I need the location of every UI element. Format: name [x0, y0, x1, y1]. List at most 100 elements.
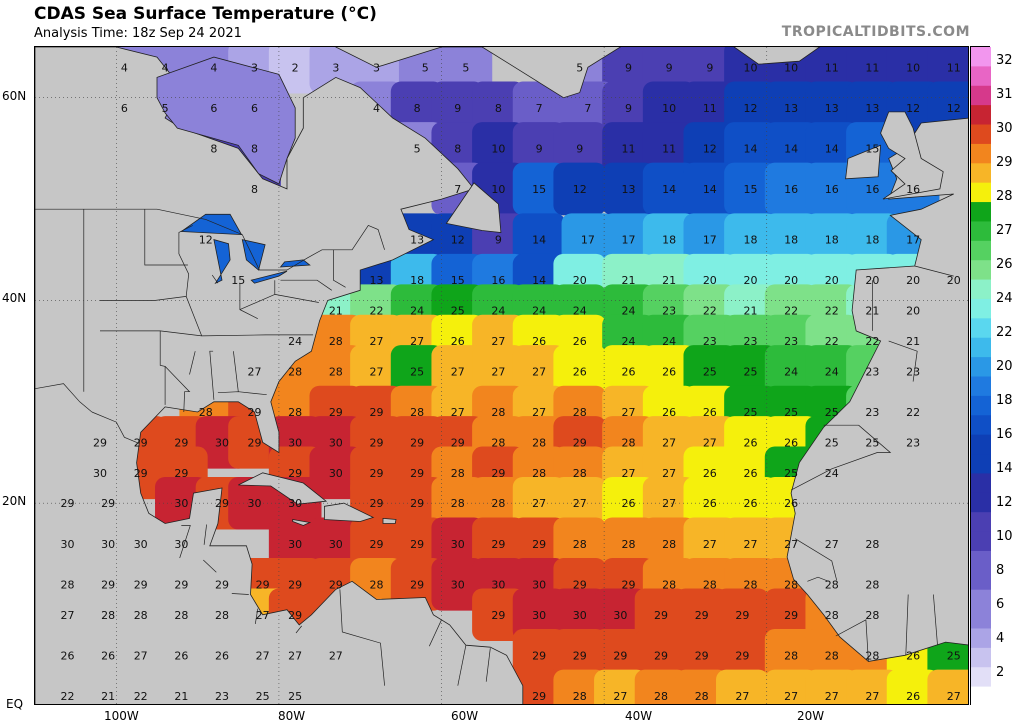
sst-value-label: 29: [573, 436, 587, 449]
sst-cell: [512, 517, 566, 571]
sst-value-label: 26: [451, 335, 465, 348]
sst-value-label: 23: [865, 406, 879, 419]
sst-value-label: 14: [662, 183, 676, 196]
legend-label: 28: [996, 189, 1013, 204]
sst-value-label: 8: [454, 142, 461, 155]
sst-cell: [431, 345, 485, 398]
sst-value-label: 30: [288, 436, 302, 449]
sst-value-label: 28: [369, 578, 383, 591]
sst-value-label: 8: [495, 102, 502, 115]
sst-value-label: 27: [825, 690, 839, 703]
sst-value-label: 30: [532, 578, 546, 591]
sst-value-label: 9: [495, 234, 502, 247]
sst-value-label: 28: [622, 538, 636, 551]
sst-value-label: 27: [947, 690, 961, 703]
sst-value-label: 27: [532, 497, 546, 510]
sst-value-label: 29: [288, 609, 302, 622]
legend-swatch: [971, 550, 991, 571]
sst-value-label: 20: [947, 274, 961, 287]
sst-value-label: 28: [61, 578, 75, 591]
sst-value-label: 24: [825, 467, 839, 480]
sst-value-label: 26: [61, 649, 75, 662]
sst-value-label: 28: [784, 578, 798, 591]
sst-value-label: 22: [825, 335, 839, 348]
sst-value-label: 28: [654, 690, 668, 703]
sst-value-label: 10: [743, 61, 757, 74]
sst-value-label: 26: [703, 467, 717, 480]
sst-cell: [309, 446, 363, 500]
lat-label-40n: 40N: [2, 291, 27, 305]
sst-value-label: 26: [622, 365, 636, 378]
sst-value-label: 25: [784, 406, 798, 419]
sst-value-label: 12: [906, 102, 920, 115]
sst-value-label: 29: [248, 406, 262, 419]
sst-value-label: 30: [61, 538, 75, 551]
sst-value-label: 18: [825, 234, 839, 247]
border-line: [274, 294, 319, 303]
sst-value-label: 11: [703, 102, 717, 115]
sst-cell: [724, 122, 777, 175]
sst-value-label: 26: [662, 365, 676, 378]
border-line: [790, 424, 892, 491]
sst-cell: [675, 669, 729, 704]
sst-value-label: 18: [784, 234, 798, 247]
border-line: [35, 383, 93, 413]
sst-value-label: 27: [703, 538, 717, 551]
sst-cell: [512, 629, 566, 682]
sst-value-label: 20: [573, 274, 587, 287]
sst-cell: [431, 558, 485, 611]
sst-value-label: 28: [451, 467, 465, 480]
border-line: [164, 366, 191, 413]
landmass: [292, 519, 312, 526]
sst-value-label: 9: [625, 102, 632, 115]
legend-label: 32: [996, 53, 1013, 68]
sst-cell: [642, 122, 696, 175]
sst-value-label: 28: [784, 649, 798, 662]
sst-cell: [602, 517, 655, 571]
sst-value-label: 27: [662, 436, 676, 449]
sst-value-label: 28: [215, 609, 229, 622]
sst-value-label: 28: [491, 436, 505, 449]
border-line: [203, 559, 217, 573]
sst-value-label: 27: [451, 406, 465, 419]
sst-value-label: 29: [410, 467, 424, 480]
sst-value-label: 28: [865, 609, 879, 622]
legend-label: 4: [996, 631, 1005, 646]
sst-value-label: 21: [906, 335, 920, 348]
sst-value-label: 7: [584, 102, 591, 115]
legend-swatch: [971, 628, 991, 649]
sst-value-label: 12: [703, 142, 717, 155]
sst-value-label: 30: [329, 436, 343, 449]
legend-swatch: [971, 357, 991, 377]
legend-swatch: [971, 143, 991, 164]
sst-value-label: 9: [706, 61, 713, 74]
color-legend: [970, 46, 991, 706]
sst-cell: [602, 162, 655, 216]
sst-value-label: 13: [784, 102, 798, 115]
border-line: [100, 296, 187, 301]
sst-value-label: 28: [199, 406, 213, 419]
sst-value-label: 8: [251, 142, 258, 155]
sst-value-label: 28: [662, 538, 676, 551]
sst-cell: [390, 558, 444, 611]
sst-value-label: 26: [101, 649, 115, 662]
sst-cell: [431, 517, 485, 571]
legend-swatch: [971, 66, 991, 87]
legend-swatch: [971, 105, 991, 126]
sst-value-label: 13: [825, 102, 839, 115]
sst-value-label: 29: [174, 436, 188, 449]
sst-value-label: 14: [743, 142, 757, 155]
sst-value-label: 29: [215, 578, 229, 591]
sst-value-label: 29: [735, 649, 749, 662]
sst-cell: [472, 517, 525, 571]
sst-value-label: 17: [581, 234, 595, 247]
lon-label-20w: 20W: [797, 709, 825, 723]
sst-cell: [553, 345, 607, 398]
sst-cell: [602, 122, 655, 175]
sst-cell: [683, 162, 737, 216]
sst-value-label: 29: [174, 467, 188, 480]
sst-value-label: 29: [532, 538, 546, 551]
sst-cell: [553, 517, 607, 571]
sst-value-label: 29: [329, 406, 343, 419]
sst-value-label: 23: [906, 436, 920, 449]
